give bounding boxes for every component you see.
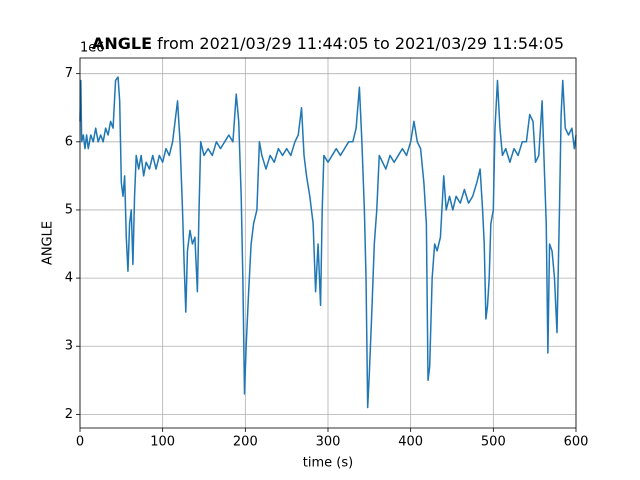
x-tick-label: 0	[76, 435, 84, 450]
y-tick-label: 6	[65, 134, 73, 149]
y-axis-label: ANGLE	[41, 221, 56, 265]
x-axis-label: time (s)	[303, 456, 353, 471]
y-tick-label: 5	[65, 202, 73, 217]
y-tick-label: 4	[65, 271, 73, 286]
axes-frame	[79, 57, 577, 429]
y-tick-label: 7	[65, 66, 73, 81]
x-tick-label: 400	[398, 435, 423, 450]
x-tick-label: 500	[481, 435, 506, 450]
y-offset-label: 1e6	[80, 41, 105, 56]
x-tick-label: 600	[564, 435, 589, 450]
data-line	[79, 76, 577, 409]
x-tick-label: 200	[233, 435, 258, 450]
chart-title: ANGLE from 2021/03/29 11:44:05 to 2021/0…	[92, 34, 564, 53]
title-rest: from 2021/03/29 11:44:05 to 2021/03/29 1…	[157, 34, 564, 53]
y-tick-label: 2	[65, 407, 73, 422]
x-tick-label: 100	[150, 435, 175, 450]
x-tick-label: 300	[316, 435, 341, 450]
title-bold: ANGLE	[92, 34, 152, 53]
y-tick-label: 3	[65, 339, 73, 354]
